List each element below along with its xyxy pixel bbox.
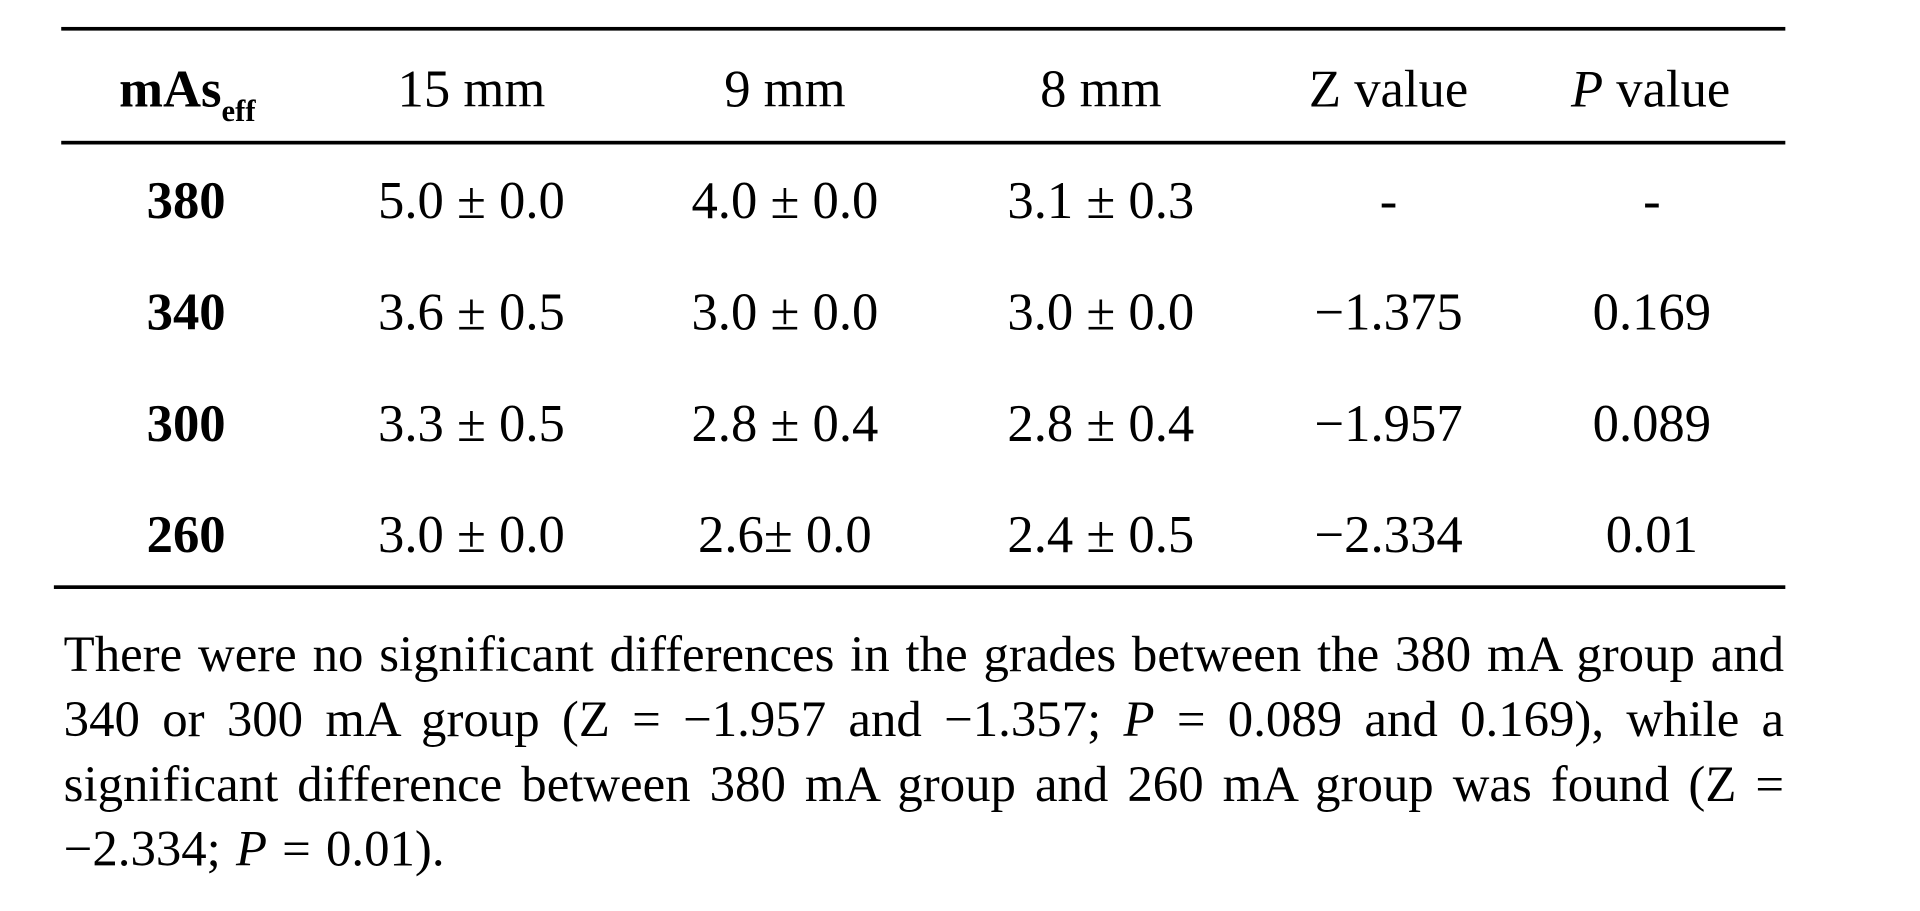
footnote-p-1: P xyxy=(1123,690,1155,747)
row-9mm: 2.8 ± 0.4 xyxy=(691,395,879,454)
footnote-text-2: = 0.089 and 0.169), while a significant … xyxy=(63,690,1785,877)
row-8mm: 3.0 ± 0.0 xyxy=(1007,284,1195,342)
header-15mm: 15 mm xyxy=(397,61,546,119)
row-mas: 340 xyxy=(146,284,226,342)
row-15mm: 5.0 ± 0.0 xyxy=(377,172,565,231)
header-z-value: Z value xyxy=(1308,61,1469,119)
footnote-text-1: There were no significant differences in… xyxy=(63,625,1785,747)
row-15mm: 3.3 ± 0.5 xyxy=(377,395,565,454)
row-p: 0.169 xyxy=(1592,284,1712,342)
row-z: −2.334 xyxy=(1314,506,1463,565)
table-footnote: There were no significant differences in… xyxy=(64,622,1784,882)
header-mas-subscript: eff xyxy=(221,95,256,129)
row-8mm: 3.1 ± 0.3 xyxy=(1007,172,1195,231)
footnote-text-3: = 0.01). xyxy=(266,820,445,877)
header-mas-eff: mAseff xyxy=(119,64,255,128)
row-15mm: 3.0 ± 0.0 xyxy=(377,506,565,565)
header-p-italic: P xyxy=(1570,61,1604,119)
row-8mm: 2.8 ± 0.4 xyxy=(1007,395,1195,454)
header-mas-main: mAs xyxy=(119,61,222,119)
row-z: −1.375 xyxy=(1314,284,1463,342)
row-z: - xyxy=(1379,172,1398,231)
row-9mm: 3.0 ± 0.0 xyxy=(691,284,879,342)
row-p: 0.01 xyxy=(1605,506,1698,565)
header-p-rest: value xyxy=(1603,61,1731,119)
row-15mm: 3.6 ± 0.5 xyxy=(377,284,565,342)
row-p: - xyxy=(1643,172,1661,231)
row-9mm: 2.6± 0.0 xyxy=(698,506,872,565)
header-rule xyxy=(61,140,1786,145)
footnote-p-2: P xyxy=(235,820,267,877)
row-mas: 380 xyxy=(146,172,226,231)
row-mas: 300 xyxy=(146,395,226,454)
header-9mm: 9 mm xyxy=(724,61,846,119)
row-p: 0.089 xyxy=(1592,395,1712,454)
header-p-value: P value xyxy=(1571,64,1730,117)
row-9mm: 4.0 ± 0.0 xyxy=(691,172,879,231)
row-mas: 260 xyxy=(146,506,226,565)
table-bottom-rule xyxy=(53,585,1786,589)
header-8mm: 8 mm xyxy=(1040,61,1162,119)
row-z: −1.957 xyxy=(1314,395,1463,454)
row-8mm: 2.4 ± 0.5 xyxy=(1007,506,1195,565)
table-top-rule xyxy=(61,26,1786,31)
